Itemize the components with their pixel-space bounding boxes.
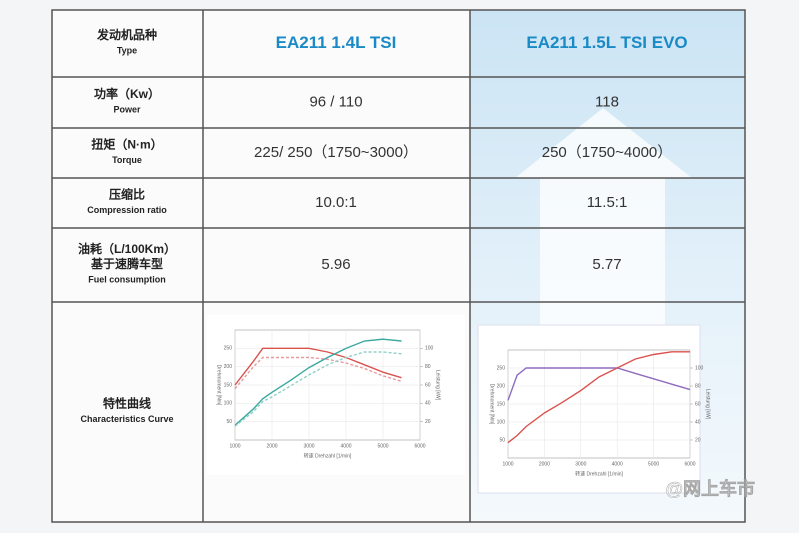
x-tick-label: 6000 — [414, 443, 425, 449]
row-label-en: Characteristics Curve — [80, 414, 173, 424]
row-label: 功率（Kw） — [94, 86, 160, 101]
x-tick-label: 1000 — [502, 461, 513, 467]
column-header: EA211 1.4L TSI — [276, 33, 397, 52]
row-label-en: Power — [113, 104, 141, 114]
curve — [507, 351, 690, 444]
y2-tick-label: 80 — [425, 364, 431, 370]
table-lines — [51, 9, 746, 523]
y2-tick-label: 60 — [425, 382, 431, 388]
y2-tick-label: 40 — [425, 401, 431, 407]
arrow — [515, 108, 692, 330]
x-tick-label: 2000 — [539, 461, 550, 467]
watermark: @网上车市 — [665, 478, 755, 499]
row-label: 特性曲线 — [103, 396, 151, 411]
x-tick-label: 2000 — [266, 443, 277, 449]
cell-value: 118 — [595, 93, 619, 110]
y-tick-label: 200 — [224, 364, 233, 370]
curve — [234, 338, 402, 426]
curve — [234, 347, 402, 386]
x-tick-label: 3000 — [303, 443, 314, 449]
y2-tick-label: 20 — [695, 437, 701, 443]
y-axis-label: Drehmoment [Nm] — [489, 384, 495, 425]
x-tick-label: 5000 — [648, 461, 659, 467]
y-tick-label: 50 — [499, 437, 505, 443]
x-tick-label: 1000 — [229, 443, 240, 449]
x-tick-label: 6000 — [684, 461, 695, 467]
row-label-en: Fuel consumption — [88, 274, 166, 284]
row-label: 扭矩（N·m） — [91, 137, 162, 152]
chart-panel — [207, 315, 465, 475]
x-tick-label: 4000 — [340, 443, 351, 449]
y-tick-label: 50 — [226, 419, 232, 425]
cell-value: 225/ 250（1750~3000） — [254, 144, 418, 161]
row-label-en: Compression ratio — [87, 205, 167, 215]
cell-value: 250（1750~4000） — [542, 144, 673, 161]
x-tick-label: 4000 — [612, 461, 623, 467]
curve — [507, 367, 691, 401]
curve — [234, 351, 402, 427]
y-tick-label: 200 — [497, 383, 506, 389]
cell-value: 5.96 — [321, 256, 350, 273]
cell-value: 96 / 110 — [309, 93, 362, 110]
cell-value: 11.5:1 — [587, 194, 628, 211]
row-label-en: Type — [117, 45, 137, 55]
y2-tick-label: 100 — [695, 365, 704, 371]
row-label-en: Torque — [112, 155, 142, 165]
y2-axis-label: Leistung [kW] — [435, 370, 441, 401]
y2-tick-label: 80 — [695, 383, 701, 389]
y-tick-label: 150 — [224, 382, 233, 388]
y2-tick-label: 60 — [695, 401, 701, 407]
cell-value: 10.0:1 — [315, 194, 357, 211]
x-axis-label: 转速 Drehzahl [1/min] — [304, 452, 352, 459]
y2-tick-label: 40 — [695, 419, 701, 425]
y-axis-label: Drehmoment [Nm] — [216, 365, 222, 406]
cell-value: 5.77 — [592, 256, 621, 273]
y-tick-label: 100 — [224, 401, 233, 407]
y2-tick-label: 20 — [425, 419, 431, 425]
x-tick-label: 5000 — [377, 443, 388, 449]
row-label: 发动机品种 — [96, 27, 157, 42]
x-axis-label: 转速 Drehzahl [1/min] — [575, 470, 623, 477]
row-label: 油耗（L/100Km） — [78, 241, 176, 256]
y-tick-label: 100 — [497, 419, 506, 425]
y-tick-label: 150 — [497, 401, 506, 407]
column-header: EA211 1.5L TSI EVO — [526, 33, 687, 52]
y2-axis-label: Leistung [kW] — [705, 389, 711, 420]
y2-tick-label: 100 — [425, 346, 434, 352]
y-tick-label: 250 — [497, 365, 506, 371]
row-label: 基于速腾车型 — [90, 256, 163, 271]
x-tick-label: 3000 — [575, 461, 586, 467]
y-tick-label: 250 — [224, 346, 233, 352]
curve — [234, 356, 402, 390]
row-label: 压缩比 — [109, 187, 145, 202]
